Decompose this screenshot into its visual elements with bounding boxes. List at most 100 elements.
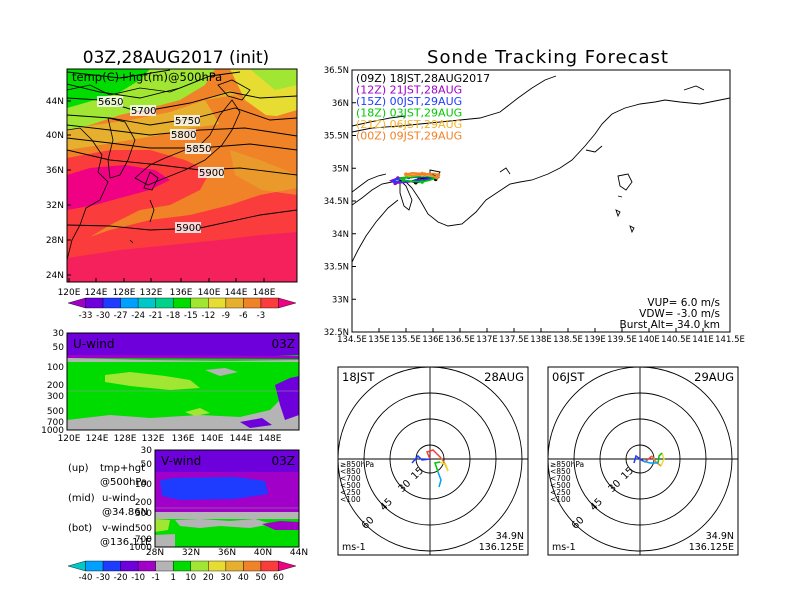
hodograph-date: 29AUG	[694, 370, 734, 384]
colorbar-label: -3	[257, 311, 265, 321]
note-key: (mid)	[68, 493, 95, 504]
hodograph-time: 18JST	[342, 370, 375, 384]
lat-tick-label: 44N	[290, 548, 308, 558]
colorbar-swatch	[190, 297, 209, 309]
colorbar-label: -30	[96, 311, 110, 321]
colorbar-label: -33	[79, 311, 93, 321]
colorbar-swatch	[278, 297, 297, 309]
note-key: (bot)	[68, 523, 92, 534]
colorbar-swatch	[260, 560, 279, 572]
level-legend: <250	[550, 488, 571, 497]
level-legend: ≥850hPa	[340, 460, 374, 469]
map500-label: temp(C)+hgt(m)@500hPa	[72, 70, 222, 84]
hodograph-time: 06JST	[552, 370, 585, 384]
lon-tick-label: 120E	[58, 434, 81, 444]
colorbar-label: 10	[185, 573, 196, 583]
lat-tick-label: 34N	[332, 230, 349, 240]
note-value: tmp+hgt	[100, 463, 145, 474]
lon-tick-label: 144E	[230, 434, 253, 444]
coord-lon: 136.125E	[689, 542, 734, 553]
lon-tick-label: 137.5E	[499, 335, 529, 345]
lon-tick-label: 141.5E	[715, 335, 745, 345]
lon-tick-label: 140E	[198, 288, 221, 298]
vup-text: VUP= 6.0 m/s	[647, 297, 720, 309]
legend-entry: (12Z) 21JST,28AUG	[356, 84, 462, 97]
lon-tick-label: 139.5E	[607, 335, 637, 345]
level-legend: <500	[340, 481, 361, 490]
lat-tick-label: 35N	[332, 164, 349, 174]
contour-label: 5700	[131, 106, 156, 117]
colorbar-swatch	[278, 560, 297, 572]
level-legend: <100	[340, 495, 361, 504]
pressure-tick-label: 500	[47, 407, 64, 417]
lon-tick-label: 140E	[201, 434, 224, 444]
colorbar-swatch	[173, 560, 191, 572]
lat-tick-label: 34.5N	[324, 197, 349, 207]
colorbar-label: -12	[201, 311, 215, 321]
colorbar-swatch	[85, 297, 104, 309]
burst-alt-text: Burst Alt= 34.0 km	[620, 319, 720, 331]
hodograph-trace	[425, 449, 442, 460]
lon-tick-label: 134.5E	[337, 335, 367, 345]
note-value: @500hPa	[100, 477, 147, 488]
lon-tick-label: 140E	[638, 335, 660, 345]
track-map-panel: (09Z) 18JST,28AUG2017(12Z) 21JST,28AUG(1…	[324, 66, 745, 345]
unit-label: ms-1	[552, 542, 576, 553]
lon-tick-label: 132E	[142, 434, 165, 444]
lat-tick-label: 28N	[46, 236, 64, 246]
colorbar-label: -24	[131, 311, 145, 321]
colorbar-label: 20	[203, 573, 214, 583]
lat-tick-label: 33N	[332, 295, 349, 305]
temperature-colorbar	[67, 297, 297, 309]
hodograph-trace	[657, 452, 663, 464]
colorbar-swatch	[102, 297, 121, 309]
colorbar-swatch	[243, 560, 262, 572]
colorbar-swatch	[155, 297, 174, 309]
hodograph-trace	[660, 452, 665, 467]
level-legend: <850	[340, 467, 361, 476]
note-value: @136.11E	[100, 537, 151, 548]
track-point	[392, 179, 396, 184]
lon-tick-label: 136.5E	[445, 335, 475, 345]
hodograph-trace	[633, 454, 644, 464]
lat-tick-label: 32N	[182, 548, 200, 558]
note-key: (up)	[68, 463, 89, 474]
lat-tick-label: 40N	[254, 548, 272, 558]
lat-tick-label: 33.5N	[324, 263, 349, 273]
colorbar-swatch	[225, 297, 244, 309]
colorbar-label: 1	[171, 573, 176, 583]
coord-lat: 34.9N	[706, 531, 734, 542]
lon-tick-label: 138E	[530, 335, 552, 345]
lon-tick-label: 136E	[422, 335, 444, 345]
colorbar-swatch	[208, 297, 227, 309]
unit-label: ms-1	[342, 542, 366, 553]
track-point	[420, 171, 425, 176]
legend-entry: (15Z) 00JST,29AUG	[356, 95, 462, 108]
level-legend: <100	[550, 495, 571, 504]
pressure-tick-label: 200	[47, 381, 64, 391]
lon-tick-label: 144E	[225, 288, 248, 298]
right-title: Sonde Tracking Forecast	[427, 47, 669, 68]
lat-tick-label: 32.5N	[324, 328, 349, 338]
coord-lat: 34.9N	[496, 531, 524, 542]
legend-entry: (09Z) 18JST,28AUG2017	[356, 72, 490, 85]
colorbar-swatch	[243, 297, 262, 309]
pressure-tick-label: 1000	[41, 426, 64, 436]
pressure-tick-label: 700	[135, 535, 152, 545]
pressure-tick-label: 100	[47, 363, 64, 373]
colorbar-swatch	[155, 560, 174, 572]
colorbar-label: -40	[79, 573, 93, 583]
pressure-tick-label: 50	[141, 460, 153, 470]
colorbar-swatch	[85, 560, 104, 572]
lon-tick-label: 139E	[584, 335, 606, 345]
level-legend: <700	[340, 474, 361, 483]
contour-label: 5900	[176, 223, 201, 234]
colorbar-label: -9	[222, 311, 230, 321]
vwind-time: 03Z	[272, 454, 296, 468]
lat-tick-label: 36.5N	[324, 66, 349, 76]
vwind-label: V-wind	[161, 454, 201, 468]
coord-lon: 136.125E	[479, 542, 524, 553]
lon-tick-label: 141E	[692, 335, 714, 345]
